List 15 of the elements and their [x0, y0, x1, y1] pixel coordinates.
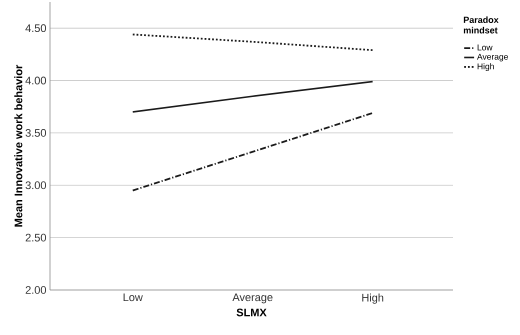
- y-axis-title: Mean Innovative work behavior: [14, 64, 22, 227]
- y-tick-label: 4.00: [25, 76, 46, 84]
- x-tick-label: High: [362, 294, 384, 304]
- y-tick-label: 2.00: [26, 286, 46, 294]
- legend-label: Low: [478, 44, 493, 50]
- x-axis-title: SLMX: [236, 308, 267, 316]
- x-tick-label: Low: [124, 294, 143, 302]
- y-tick-label: 4.50: [25, 24, 46, 32]
- x-tick-label: Average: [232, 294, 273, 304]
- legend-label: High: [478, 63, 494, 72]
- y-tick-label: 3.50: [26, 129, 46, 137]
- y-tick-label: 3.00: [26, 181, 46, 190]
- legend-title: Paradox mindset: [464, 16, 499, 34]
- y-tick-label: 2.50: [26, 234, 46, 242]
- legend-label: Average: [477, 54, 508, 62]
